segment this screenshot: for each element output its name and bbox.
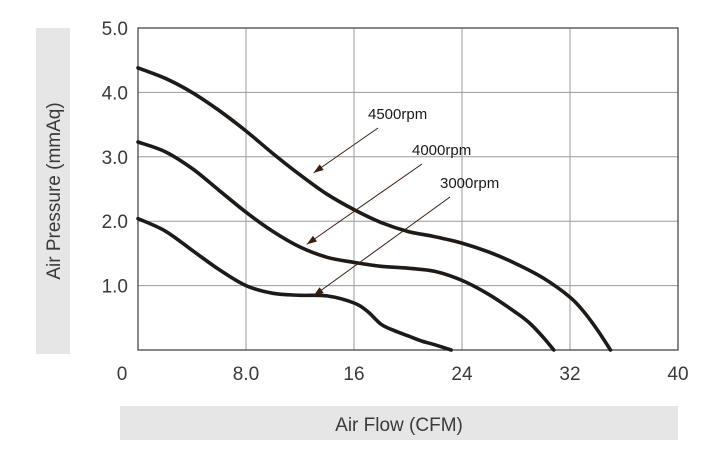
x-tick-label: 40 — [667, 364, 688, 385]
annotation-label-3000rpm: 3000rpm — [440, 175, 499, 192]
tick-labels: 0 8.0 16 24 32 40 1.0 2.0 3.0 4.0 5.0 — [102, 19, 689, 385]
annotation-label-4500rpm: 4500rpm — [368, 106, 427, 123]
curves — [136, 66, 613, 352]
y-tick-label: 1.0 — [102, 277, 128, 298]
series-line-4500rpm — [136, 66, 613, 352]
x-tick-label: 8.0 — [233, 364, 259, 385]
x-tick-label: 24 — [451, 364, 473, 385]
plot-frame — [137, 27, 679, 351]
y-axis-title-background — [36, 28, 70, 354]
grid — [137, 27, 679, 351]
annotation-label-4000rpm: 4000rpm — [412, 142, 471, 159]
annotation-arrow-line — [306, 163, 423, 245]
y-tick-label: 4.0 — [102, 83, 128, 104]
x-tick-label: 0 — [117, 364, 128, 385]
x-tick-label: 16 — [343, 364, 364, 385]
series-line-3000rpm — [136, 216, 453, 352]
y-tick-label: 3.0 — [102, 148, 128, 169]
x-axis-title-background — [120, 406, 678, 440]
x-tick-label: 32 — [559, 364, 580, 385]
y-tick-label: 5.0 — [102, 19, 128, 40]
series-line-4000rpm — [136, 140, 556, 352]
annotation-arrowhead — [306, 235, 317, 245]
annotation-arrowhead — [313, 287, 324, 296]
y-axis-title: Air Pressure (mmAq) — [44, 102, 65, 279]
x-axis-title: Air Flow (CFM) — [335, 415, 463, 436]
annotation-arrowhead — [313, 164, 324, 173]
annotation-arrow-line — [313, 196, 451, 297]
y-tick-label: 2.0 — [102, 212, 128, 233]
annotations: 4500rpm 4000rpm 3000rpm — [306, 106, 499, 297]
annotation-arrow-line — [313, 127, 379, 174]
